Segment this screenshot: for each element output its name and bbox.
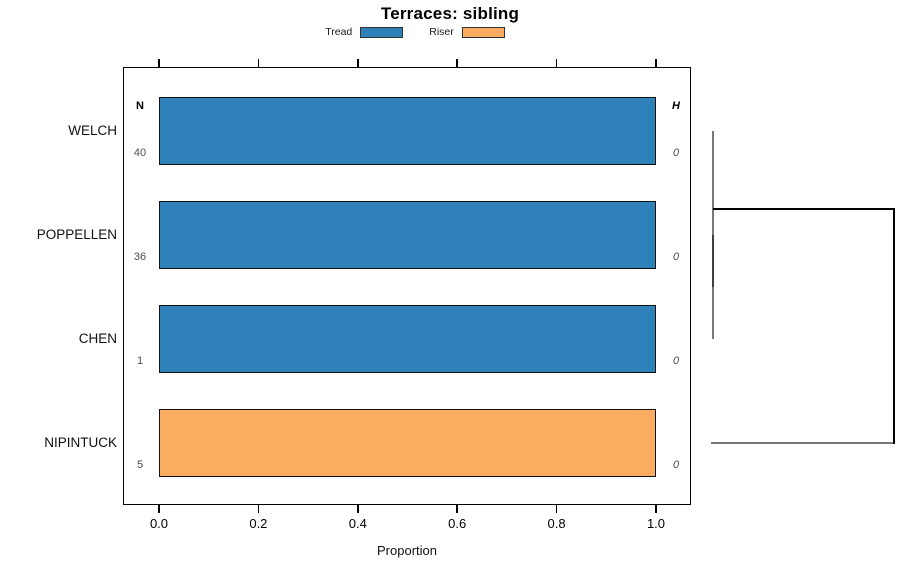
n-value-nipintuck: 5	[136, 459, 144, 471]
h-value-welch: 0	[672, 147, 680, 159]
x-axis-title: Proportion	[377, 543, 437, 558]
legend-item-tread: Tread	[325, 26, 404, 38]
bar-poppellen	[159, 201, 656, 269]
chart-title: Terraces: sibling	[380, 4, 520, 23]
legend-item-riser: Riser	[429, 26, 505, 38]
x-tick-bottom-2	[357, 505, 359, 513]
x-tick-top-1	[257, 59, 260, 67]
h-value-nipintuck: 0	[672, 459, 680, 471]
legend-label-tread: Tread	[325, 26, 353, 38]
x-tick-bottom-3	[456, 505, 458, 513]
x-tick-label-4: 0.8	[547, 516, 566, 531]
legend-swatch-tread	[360, 26, 404, 38]
dendrogram-branch-nipintuck	[711, 442, 893, 444]
n-value-poppellen: 36	[133, 251, 147, 263]
x-tick-label-5: 1.0	[646, 516, 666, 531]
x-tick-bottom-4	[555, 505, 558, 513]
h-value-poppellen: 0	[672, 251, 680, 263]
x-tick-top-5	[655, 59, 657, 67]
dendrogram-branch-overlap	[712, 235, 714, 287]
x-tick-bottom-1	[257, 505, 260, 513]
x-tick-label-0: 0.0	[149, 516, 169, 531]
x-tick-label-2: 0.4	[348, 516, 367, 531]
dendrogram-link-top	[713, 208, 894, 210]
category-label-welch: WELCH	[68, 123, 117, 138]
bar-nipintuck	[159, 409, 656, 477]
x-tick-bottom-0	[158, 505, 160, 513]
h-value-chen: 0	[672, 355, 680, 367]
x-tick-top-4	[555, 59, 558, 67]
category-label-nipintuck: NIPINTUCK	[44, 435, 117, 450]
legend-label-riser: Riser	[429, 26, 454, 38]
legend: Tread Riser	[0, 26, 830, 38]
x-tick-label-1: 0.2	[249, 516, 268, 531]
n-value-welch: 40	[133, 147, 147, 159]
x-tick-top-0	[158, 59, 160, 67]
n-column-header: N	[136, 100, 144, 112]
legend-swatch-riser	[461, 26, 505, 38]
bar-welch	[159, 97, 656, 165]
x-tick-top-3	[456, 59, 458, 67]
bar-chen	[159, 305, 656, 373]
h-column-header: H	[672, 100, 680, 112]
x-tick-top-2	[357, 59, 359, 67]
x-tick-bottom-5	[655, 505, 657, 513]
x-tick-label-3: 0.6	[448, 516, 467, 531]
category-label-poppellen: POPPELLEN	[36, 227, 117, 242]
category-label-chen: CHEN	[78, 331, 117, 346]
dendrogram-link-right	[893, 208, 895, 444]
n-value-chen: 1	[136, 355, 144, 367]
